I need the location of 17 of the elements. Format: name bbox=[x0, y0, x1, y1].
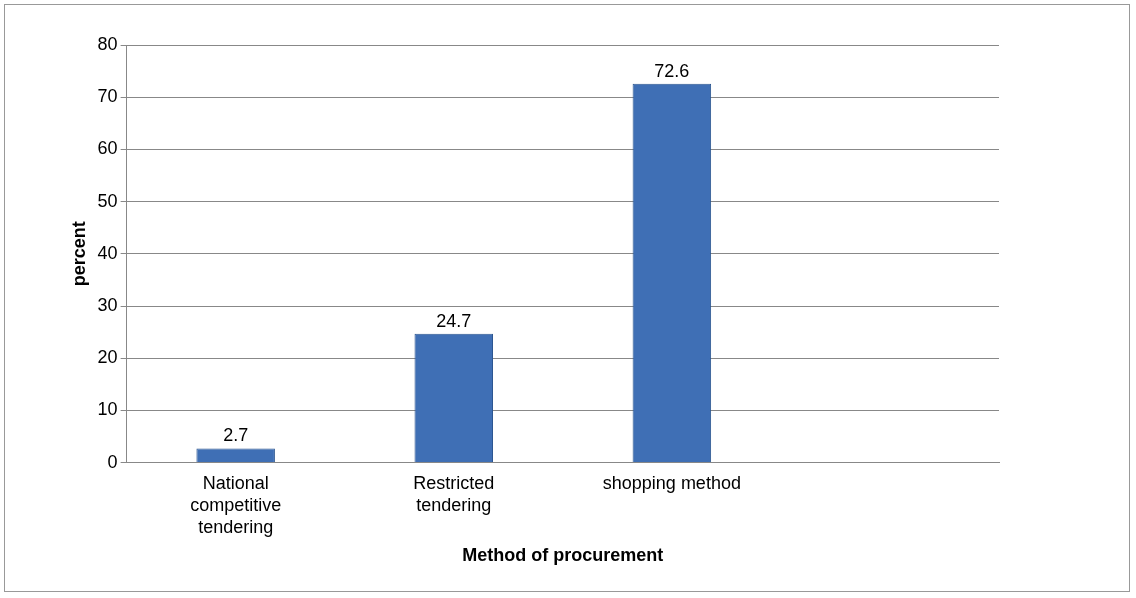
x-tick-label: Restricted tendering bbox=[413, 473, 495, 515]
y-tick-label: 60 bbox=[97, 138, 118, 159]
x-tick-label: National competitive tendering bbox=[190, 473, 282, 537]
y-tick-label: 80 bbox=[97, 33, 118, 54]
y-tick-label: 0 bbox=[107, 451, 118, 472]
y-tick-label: 70 bbox=[97, 86, 118, 107]
data-label: 72.6 bbox=[654, 60, 690, 81]
data-label: 24.7 bbox=[436, 310, 472, 331]
y-tick-label: 50 bbox=[97, 190, 118, 211]
y-tick-label: 20 bbox=[97, 347, 118, 368]
x-axis-title: Method of procurement bbox=[462, 545, 664, 566]
data-label: 2.7 bbox=[223, 425, 249, 446]
y-tick-label: 10 bbox=[97, 399, 118, 420]
y-axis-title: percent bbox=[68, 221, 89, 287]
y-tick-label: 30 bbox=[97, 294, 118, 315]
x-tick-label: shopping method bbox=[602, 473, 741, 494]
y-tick-label: 40 bbox=[97, 242, 118, 263]
